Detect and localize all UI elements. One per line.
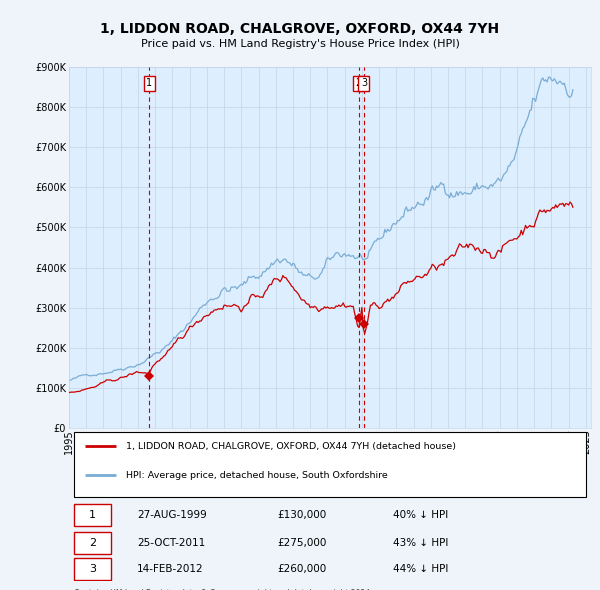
- Text: 43% ↓ HPI: 43% ↓ HPI: [392, 538, 448, 548]
- Text: 25-OCT-2011: 25-OCT-2011: [137, 538, 205, 548]
- Text: 1: 1: [89, 510, 96, 520]
- Text: Contains HM Land Registry data © Crown copyright and database right 2024.: Contains HM Land Registry data © Crown c…: [74, 589, 373, 590]
- FancyBboxPatch shape: [74, 558, 111, 579]
- FancyBboxPatch shape: [74, 432, 586, 497]
- Text: 44% ↓ HPI: 44% ↓ HPI: [392, 564, 448, 574]
- Text: 2: 2: [89, 538, 96, 548]
- Text: 1, LIDDON ROAD, CHALGROVE, OXFORD, OX44 7YH: 1, LIDDON ROAD, CHALGROVE, OXFORD, OX44 …: [100, 22, 500, 37]
- Text: £275,000: £275,000: [278, 538, 327, 548]
- Text: 40% ↓ HPI: 40% ↓ HPI: [392, 510, 448, 520]
- Text: 14-FEB-2012: 14-FEB-2012: [137, 564, 203, 574]
- Text: 27-AUG-1999: 27-AUG-1999: [137, 510, 206, 520]
- Text: 2: 2: [355, 78, 362, 88]
- FancyBboxPatch shape: [74, 532, 111, 553]
- FancyBboxPatch shape: [74, 504, 111, 526]
- Text: £130,000: £130,000: [278, 510, 327, 520]
- Text: 1: 1: [146, 78, 152, 88]
- Text: 1, LIDDON ROAD, CHALGROVE, OXFORD, OX44 7YH (detached house): 1, LIDDON ROAD, CHALGROVE, OXFORD, OX44 …: [127, 442, 457, 451]
- Text: Price paid vs. HM Land Registry's House Price Index (HPI): Price paid vs. HM Land Registry's House …: [140, 39, 460, 49]
- Text: 3: 3: [89, 564, 96, 574]
- Text: £260,000: £260,000: [278, 564, 327, 574]
- Text: HPI: Average price, detached house, South Oxfordshire: HPI: Average price, detached house, Sout…: [127, 471, 388, 480]
- Text: 3: 3: [361, 78, 367, 88]
